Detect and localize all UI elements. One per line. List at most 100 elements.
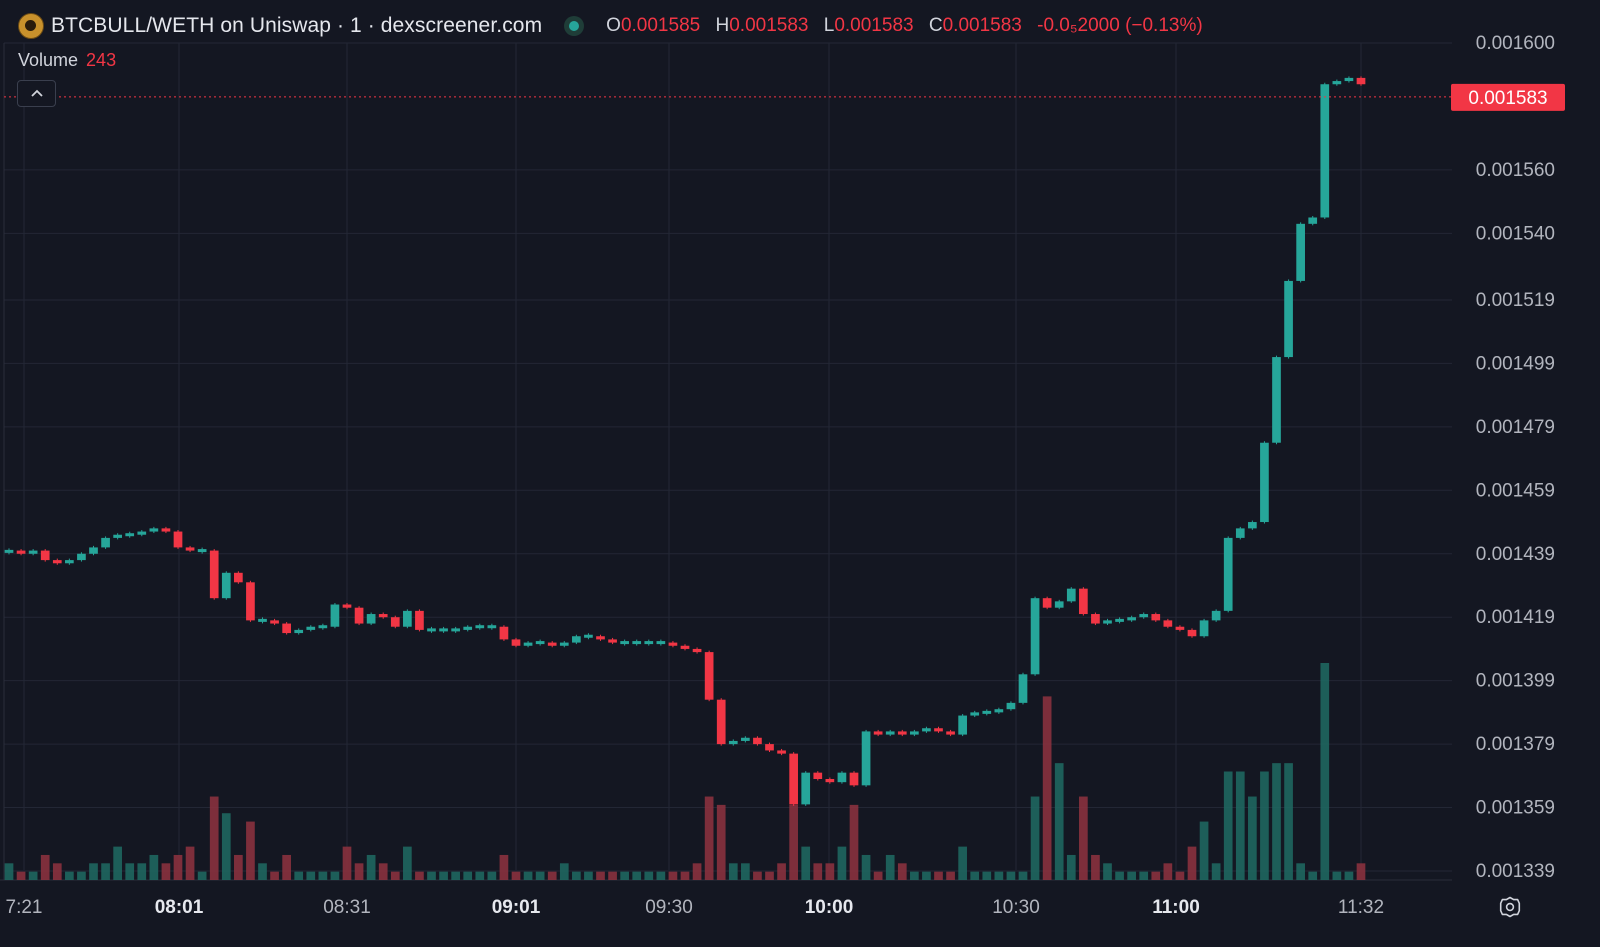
candle <box>378 614 388 618</box>
volume-bar <box>463 871 473 880</box>
volume-bar <box>1018 871 1028 880</box>
candle <box>1187 629 1197 637</box>
volume-bar <box>451 871 460 880</box>
volume-bar <box>306 871 316 880</box>
candle <box>40 550 50 561</box>
volume-bar <box>1332 871 1342 880</box>
volume-bar <box>366 854 376 880</box>
volume-bar <box>584 871 593 880</box>
candle <box>1296 223 1305 281</box>
collapse-legend-button[interactable] <box>17 80 56 107</box>
price-change: -0.0₅2000 (−0.13%) <box>1037 15 1203 36</box>
volume-bar <box>246 821 255 880</box>
candle <box>897 731 907 735</box>
price-tick-label: 0.001379 <box>1476 734 1555 755</box>
candle <box>765 744 774 751</box>
settings-gear-icon <box>1499 896 1521 918</box>
chart-settings-button[interactable] <box>1496 893 1524 921</box>
candle <box>511 639 521 646</box>
price-tick-label: 0.001439 <box>1476 544 1555 565</box>
volume-bar <box>1042 696 1052 880</box>
volume-value: 243 <box>86 50 117 70</box>
candle <box>547 642 557 646</box>
price-tick-label: 0.001560 <box>1476 160 1555 181</box>
candle <box>1199 620 1209 637</box>
volume-bar <box>596 871 605 880</box>
volume-bar <box>1163 863 1173 880</box>
candle <box>1042 598 1052 608</box>
volume-bar <box>342 846 352 880</box>
volume-bar <box>1211 863 1221 880</box>
volume-bar <box>185 846 195 880</box>
candle <box>982 710 992 714</box>
candle <box>680 645 690 649</box>
candle <box>596 636 605 640</box>
volume-bar <box>1248 796 1257 880</box>
candle <box>741 737 750 741</box>
candle <box>197 549 207 553</box>
candle <box>149 528 159 532</box>
candle <box>1163 620 1173 627</box>
candle <box>910 731 919 735</box>
candle <box>101 537 110 548</box>
volume-bar <box>668 871 678 880</box>
price-tick-label: 0.001479 <box>1476 417 1555 438</box>
volume-bar <box>270 871 279 880</box>
volume-bar <box>52 863 62 880</box>
volume-bar <box>1223 771 1233 880</box>
volume-bar <box>897 863 907 880</box>
candle <box>161 528 171 532</box>
candle <box>1151 614 1161 621</box>
volume-bar <box>1284 763 1293 880</box>
candle <box>366 614 376 624</box>
pair-title[interactable]: BTCBULL/WETH on Uniswap · 1 · dexscreene… <box>51 14 543 37</box>
volume-bar <box>970 871 980 880</box>
candle <box>692 648 702 653</box>
candle <box>282 623 291 634</box>
candle <box>342 604 352 608</box>
volume-bar <box>1296 863 1305 880</box>
candle <box>234 572 243 583</box>
candle <box>1248 522 1257 529</box>
candle <box>475 625 485 629</box>
candle <box>209 550 219 599</box>
last-price-tag: 0.001583 <box>1451 83 1565 111</box>
volume-bar <box>572 871 581 880</box>
volume-bar <box>873 871 883 880</box>
volume-bar <box>1066 854 1076 880</box>
candle <box>306 626 316 630</box>
price-tick-label: 0.001519 <box>1476 290 1555 311</box>
volume-bar <box>1320 663 1330 880</box>
candle <box>789 753 798 805</box>
volume-bar <box>608 871 617 880</box>
volume-bar <box>282 854 291 880</box>
volume-bar <box>16 871 26 880</box>
volume-bar <box>330 871 340 880</box>
candle <box>439 628 448 632</box>
candle <box>1223 537 1233 611</box>
high-value: 0.001583 <box>729 15 809 36</box>
candle <box>716 699 726 745</box>
candle <box>632 641 642 645</box>
volume-bars <box>4 663 1366 880</box>
volume-bar <box>741 863 750 880</box>
last-price-tag-bg <box>1451 83 1565 111</box>
volume-bar <box>1054 763 1064 880</box>
candle <box>1320 84 1330 218</box>
volume-bar <box>934 871 943 880</box>
candle <box>861 731 871 786</box>
candle <box>704 652 714 700</box>
volume-bar <box>559 863 569 880</box>
volume-bar <box>535 871 545 880</box>
volume-bar <box>861 854 871 880</box>
chart-grid <box>4 42 1452 872</box>
volume-bar <box>1272 763 1281 880</box>
volume-bar <box>910 871 919 880</box>
candle <box>28 550 38 554</box>
candle <box>922 728 931 732</box>
volume-bar <box>209 796 219 880</box>
volume-bar <box>125 863 135 880</box>
time-tick-label: 10:30 <box>992 897 1040 918</box>
candle <box>559 642 569 646</box>
